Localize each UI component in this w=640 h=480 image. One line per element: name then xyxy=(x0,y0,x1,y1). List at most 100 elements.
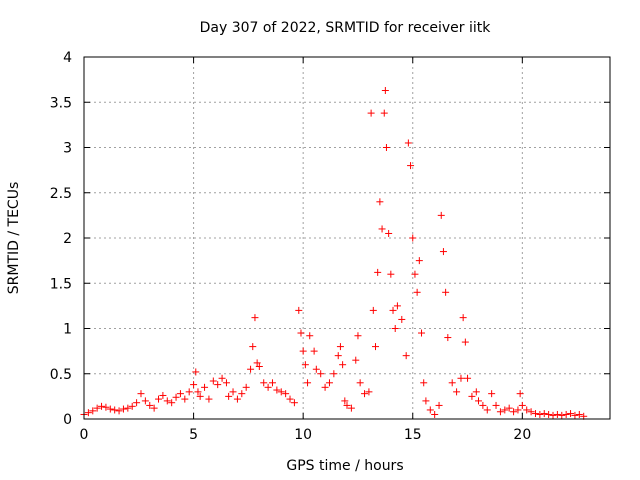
data-point xyxy=(402,352,410,360)
data-point xyxy=(387,270,395,278)
data-point xyxy=(124,404,132,412)
y-tick-label: 1 xyxy=(63,322,72,338)
data-point xyxy=(575,410,583,418)
data-point xyxy=(93,404,101,412)
data-point xyxy=(381,86,389,94)
data-point xyxy=(369,306,377,314)
data-point xyxy=(229,388,237,396)
y-axis-label: SRMTID / TECUs xyxy=(6,182,22,295)
data-point xyxy=(317,370,325,378)
data-point xyxy=(325,379,333,387)
data-point xyxy=(181,395,189,403)
plot-frame xyxy=(83,56,611,420)
data-point xyxy=(488,390,496,398)
data-point xyxy=(299,347,307,355)
data-point xyxy=(339,361,347,369)
data-point xyxy=(352,356,360,364)
data-point xyxy=(137,390,145,398)
data-point xyxy=(483,406,491,414)
data-point xyxy=(133,399,141,407)
data-point xyxy=(159,391,167,399)
data-point xyxy=(457,374,465,382)
data-point xyxy=(413,288,421,296)
data-point xyxy=(514,406,522,414)
chart-title: Day 307 of 2022, SRMTID for receiver iit… xyxy=(200,20,492,36)
grid-layer xyxy=(84,57,610,419)
data-point xyxy=(518,401,526,409)
data-point xyxy=(185,388,193,396)
data-point xyxy=(172,393,180,401)
data-point xyxy=(444,334,452,342)
data-point xyxy=(247,365,255,373)
y-tick-label: 0 xyxy=(63,412,72,428)
data-point xyxy=(336,343,344,351)
data-point xyxy=(389,306,397,314)
data-point xyxy=(523,406,531,414)
data-point xyxy=(321,383,329,391)
data-point xyxy=(437,211,445,219)
data-point xyxy=(255,363,263,371)
data-point xyxy=(426,406,434,414)
data-point xyxy=(540,410,548,418)
x-tick-label: 15 xyxy=(404,427,422,443)
data-points xyxy=(80,86,588,420)
data-point xyxy=(264,383,272,391)
y-tick-label: 3.5 xyxy=(50,95,72,111)
data-point xyxy=(501,406,509,414)
data-point xyxy=(527,408,535,416)
data-point xyxy=(119,405,127,413)
data-point xyxy=(84,409,92,417)
data-point xyxy=(356,379,364,387)
data-point xyxy=(286,395,294,403)
data-point xyxy=(141,397,149,405)
data-point xyxy=(341,397,349,405)
data-point xyxy=(242,383,250,391)
data-point xyxy=(155,395,163,403)
data-point xyxy=(106,405,114,413)
data-point xyxy=(531,410,539,418)
y-tick-label: 3 xyxy=(63,141,72,157)
data-point xyxy=(549,411,557,419)
data-point xyxy=(453,388,461,396)
data-point xyxy=(439,248,447,256)
data-point xyxy=(290,399,298,407)
data-point xyxy=(354,332,362,340)
data-point xyxy=(376,198,384,206)
data-point xyxy=(347,404,355,412)
x-tick-label: 0 xyxy=(80,427,89,443)
data-point xyxy=(343,401,351,409)
x-tick-label: 5 xyxy=(189,427,198,443)
data-point xyxy=(222,379,230,387)
data-point xyxy=(205,395,213,403)
data-point xyxy=(176,390,184,398)
data-point xyxy=(361,390,369,398)
data-point xyxy=(150,404,158,412)
data-point xyxy=(194,388,202,396)
data-point xyxy=(190,381,198,389)
data-point xyxy=(111,406,119,414)
data-point xyxy=(282,390,290,398)
data-point xyxy=(398,315,406,323)
data-point xyxy=(301,361,309,369)
data-point xyxy=(196,392,204,400)
data-point xyxy=(201,383,209,391)
data-point xyxy=(391,325,399,332)
data-point xyxy=(310,347,318,355)
data-point xyxy=(418,329,426,337)
data-point xyxy=(422,397,430,405)
data-point xyxy=(128,402,136,410)
data-point xyxy=(168,399,176,407)
x-tick-label: 20 xyxy=(513,427,531,443)
data-point xyxy=(472,388,480,396)
data-point xyxy=(448,379,456,387)
data-point xyxy=(225,392,233,400)
data-point xyxy=(102,403,110,411)
data-point xyxy=(233,395,241,403)
x-tick-label: 10 xyxy=(294,427,312,443)
data-point xyxy=(409,234,417,242)
data-point xyxy=(192,368,200,376)
data-point xyxy=(251,314,259,322)
data-point xyxy=(516,390,524,398)
data-point xyxy=(163,397,171,405)
